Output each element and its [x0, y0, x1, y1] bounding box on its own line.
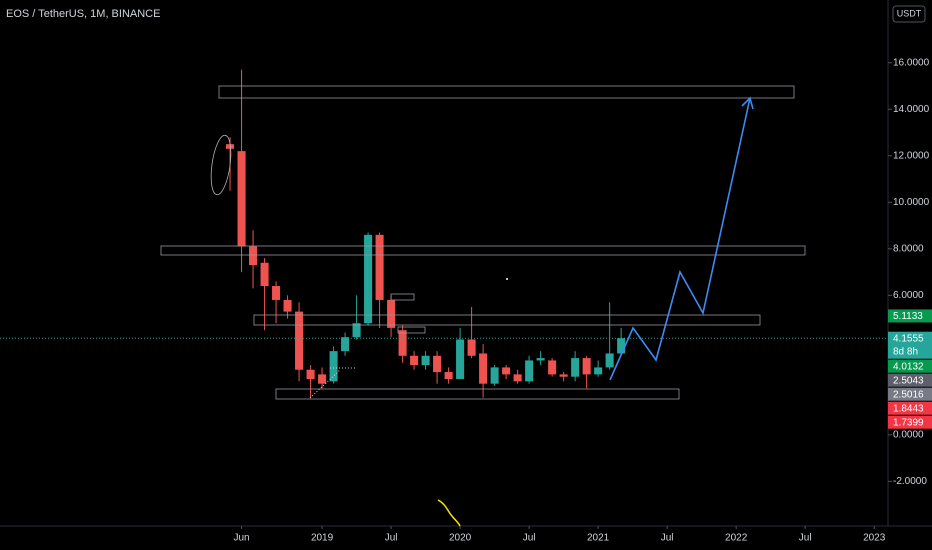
- candle-body: [502, 367, 511, 375]
- candle-body: [226, 144, 235, 149]
- candle-body: [306, 369, 315, 380]
- candle-body: [249, 246, 258, 266]
- candle-body: [421, 355, 430, 366]
- candle-body: [260, 262, 269, 287]
- x-tick-label: Jun: [233, 533, 249, 544]
- y-tick-label: 0.0000: [893, 429, 924, 440]
- ellipse-drawing: [210, 134, 232, 196]
- price-label-box: [888, 331, 932, 359]
- candle-body: [617, 338, 626, 354]
- candle-body: [283, 299, 292, 312]
- price-label-box: [888, 401, 932, 415]
- price-label-box: [888, 359, 932, 373]
- candle-body: [329, 351, 338, 382]
- highlighter-stroke: [437, 499, 461, 527]
- zone-box: [160, 245, 806, 256]
- y-tick-label: -2.0000: [893, 476, 927, 487]
- zone-box: [275, 388, 680, 400]
- candle-body: [479, 353, 488, 384]
- candle-body: [352, 323, 361, 338]
- candle-body: [295, 311, 304, 370]
- price-label-box: [888, 415, 932, 429]
- candle-body: [582, 358, 591, 375]
- projection-arrowhead: [741, 96, 754, 110]
- candle-body: [444, 372, 453, 380]
- candle-body: [387, 299, 396, 328]
- trend-line: [309, 369, 341, 399]
- zone-box: [218, 85, 795, 99]
- dot-drawing: [506, 278, 508, 280]
- candle-body: [456, 339, 465, 380]
- x-tick-label: 2023: [863, 533, 886, 544]
- candle-body: [272, 286, 281, 300]
- x-tick-label: Jul: [523, 533, 536, 544]
- price-label-box: [888, 309, 932, 323]
- x-tick-label: 2020: [449, 533, 472, 544]
- currency-label[interactable]: USDT: [897, 8, 922, 18]
- price-label-box: [888, 373, 932, 387]
- candle-body: [467, 339, 476, 356]
- y-tick-label: 14.0000: [893, 104, 930, 115]
- price-label: 2.5016: [893, 389, 924, 400]
- candle-body: [318, 374, 327, 384]
- candle-body: [341, 337, 350, 352]
- candle-body: [525, 360, 534, 382]
- candle-body: [536, 358, 545, 361]
- candle-body: [513, 374, 522, 382]
- candle-body: [571, 358, 580, 377]
- price-label: 1.7399: [893, 417, 924, 428]
- candle-body: [548, 360, 557, 375]
- price-label: 4.1555: [893, 333, 924, 344]
- y-tick-label: 10.0000: [893, 197, 930, 208]
- chart-title: EOS / TetherUS, 1M, BINANCE: [6, 8, 160, 20]
- candle-body: [375, 234, 384, 300]
- candle-body: [559, 374, 568, 377]
- price-label: 5.1133: [893, 311, 923, 322]
- y-tick-label: 12.0000: [893, 150, 930, 161]
- candle-body: [410, 355, 419, 366]
- projection-path: [609, 97, 751, 381]
- candle-body: [594, 367, 603, 375]
- candle-body: [433, 355, 442, 373]
- x-tick-label: Jul: [661, 533, 674, 544]
- drawings: [160, 85, 806, 527]
- zone-box: [390, 293, 415, 301]
- x-tick-label: Jul: [385, 533, 398, 544]
- x-tick-label: Jul: [799, 533, 812, 544]
- candle-body: [605, 353, 614, 368]
- y-tick-label: 8.0000: [893, 243, 924, 254]
- price-label-box: [888, 387, 932, 401]
- candle-body: [237, 151, 246, 247]
- price-label: 1.8443: [893, 403, 924, 414]
- x-tick-label: 2022: [725, 533, 748, 544]
- price-label: 2.5043: [893, 375, 924, 386]
- price-label: 4.0132: [893, 361, 924, 372]
- y-tick-label: 6.0000: [893, 290, 924, 301]
- x-tick-label: 2019: [311, 533, 334, 544]
- candle-body: [398, 330, 407, 356]
- candle-body: [364, 234, 373, 324]
- zone-box: [253, 314, 761, 326]
- zone-box: [397, 326, 426, 334]
- currency-button[interactable]: [892, 5, 926, 23]
- y-tick-label: 16.0000: [893, 57, 930, 68]
- price-countdown: 8d 8h: [893, 346, 918, 357]
- x-tick-label: 2021: [587, 533, 610, 544]
- candle-body: [490, 367, 499, 384]
